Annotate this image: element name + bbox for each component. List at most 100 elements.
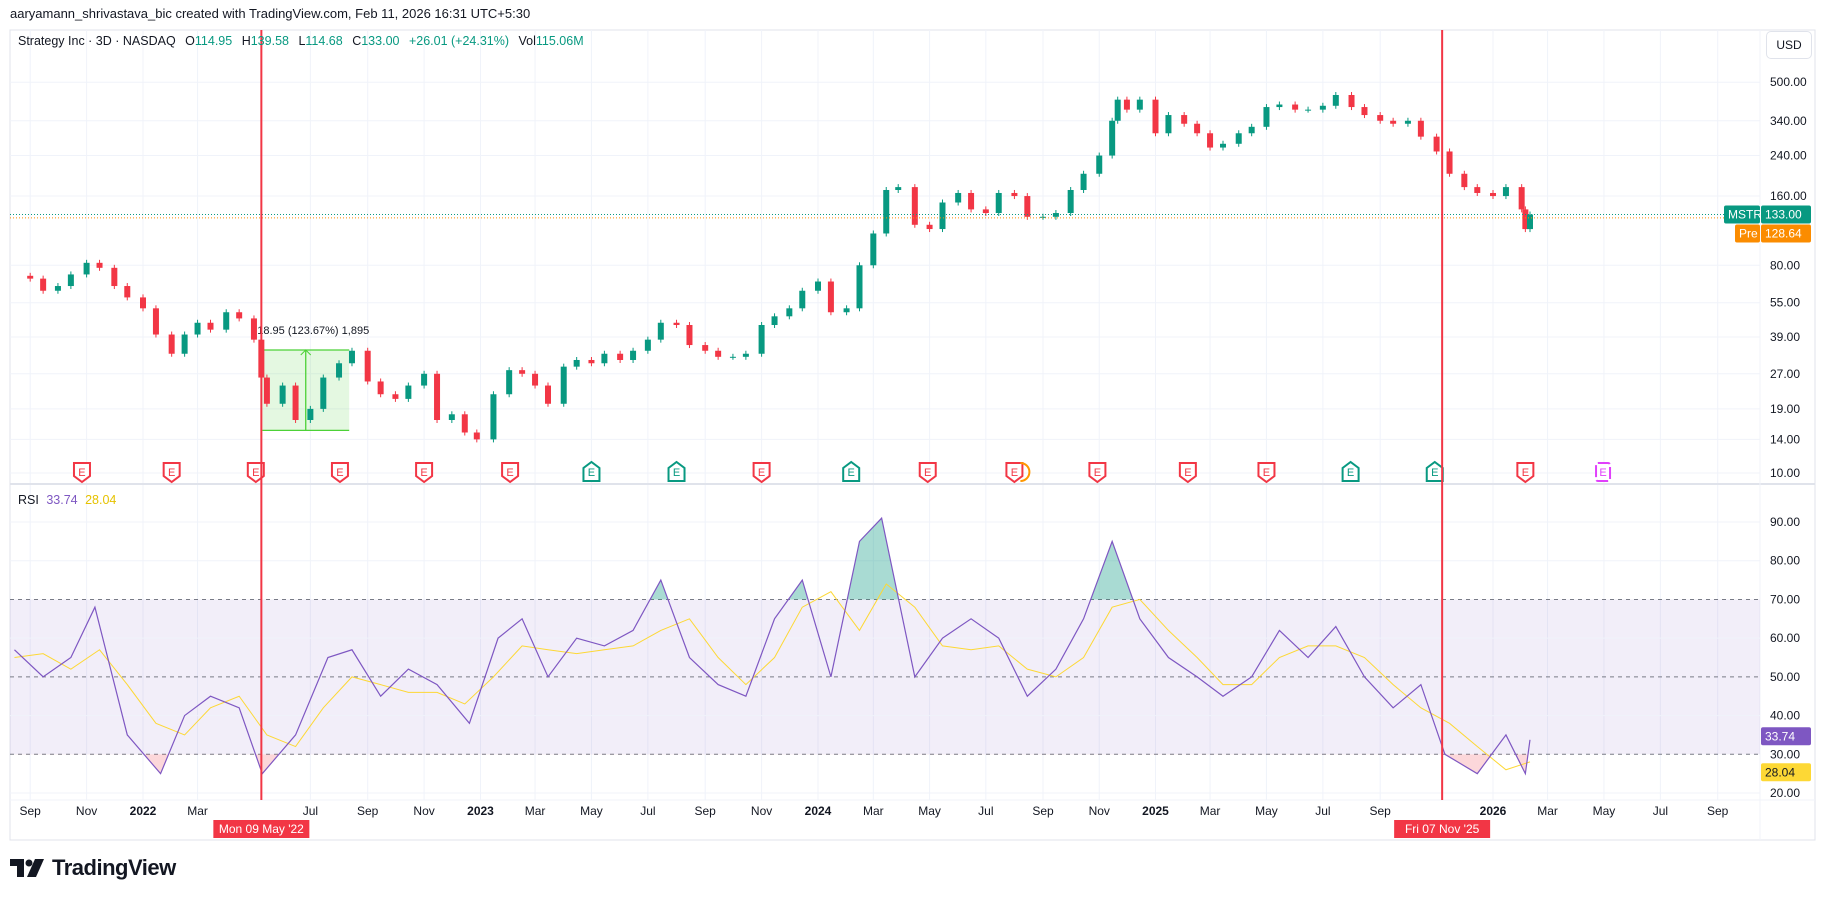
candle <box>1377 115 1384 121</box>
price-tick-label: 160.00 <box>1770 189 1807 203</box>
candle <box>124 286 131 298</box>
candle <box>799 290 806 309</box>
earnings-miss-icon <box>1516 462 1535 484</box>
candle <box>67 274 74 287</box>
chart-credit: aaryamann_shrivastava_bic created with T… <box>10 6 531 21</box>
earnings-marker[interactable]: E <box>330 462 349 484</box>
earnings-marker[interactable]: E <box>1257 462 1276 484</box>
candle <box>421 373 428 386</box>
candle <box>911 187 918 225</box>
candle <box>1417 120 1424 137</box>
earnings-letter: E <box>1263 467 1270 479</box>
candle <box>96 262 103 268</box>
rsi-label: RSI <box>18 493 39 507</box>
earnings-marker[interactable]: E <box>162 462 181 484</box>
earnings-letter: E <box>252 467 259 479</box>
time-tick-label: Sep <box>1032 804 1054 818</box>
earnings-miss-icon <box>1005 462 1024 484</box>
candle <box>1361 107 1368 116</box>
earnings-marker[interactable]: E <box>1178 462 1197 484</box>
candle <box>236 312 243 319</box>
candle <box>448 414 455 420</box>
candle <box>490 394 497 440</box>
earnings-miss-icon <box>72 462 91 484</box>
candle <box>771 316 778 326</box>
rsi-tick-label: 90.00 <box>1770 515 1800 529</box>
earnings-marker[interactable]: E <box>842 460 861 482</box>
earnings-beat-icon <box>582 460 601 482</box>
rsi-tick-label: 40.00 <box>1770 709 1800 723</box>
price-tick-label: 14.00 <box>1770 432 1800 446</box>
earnings-marker[interactable]: E <box>667 460 686 482</box>
earnings-letter: E <box>336 467 343 479</box>
earnings-marker[interactable]: E <box>582 460 601 482</box>
rsi-legend[interactable]: RSI 33.74 28.04 <box>18 493 116 507</box>
earnings-upcoming-icon <box>1595 462 1612 482</box>
time-tick-label: Mar <box>525 804 546 818</box>
candle <box>560 366 567 404</box>
low-label: L <box>298 34 306 48</box>
price-tick-label: 340.00 <box>1770 114 1807 128</box>
candle <box>815 281 821 291</box>
earnings-marker[interactable]: E <box>1595 462 1612 482</box>
logo-text: TradingView <box>52 855 176 880</box>
candle <box>1123 99 1130 110</box>
currency-button[interactable]: USD <box>1766 31 1812 59</box>
rsi-tick-label: 20.00 <box>1770 786 1800 800</box>
rsi-oversold-fill <box>14 754 1530 774</box>
earnings-miss-icon <box>752 462 771 484</box>
earnings-marker[interactable]: E <box>1516 462 1535 484</box>
earnings-marker[interactable]: E <box>1425 460 1444 482</box>
earnings-miss-icon <box>918 462 937 484</box>
candle <box>54 286 61 291</box>
candle <box>1404 120 1411 124</box>
candle <box>1235 133 1242 144</box>
time-tick-label: Sep <box>20 804 42 818</box>
candle <box>506 370 513 395</box>
candle <box>405 385 412 399</box>
candle <box>1067 189 1074 214</box>
candle <box>181 334 188 354</box>
candle <box>207 322 214 330</box>
price-tick-label: 500.00 <box>1770 75 1807 89</box>
candle <box>307 408 314 420</box>
earnings-marker[interactable]: E <box>1088 462 1107 484</box>
earnings-marker[interactable]: E <box>1341 460 1360 482</box>
date-marker-bg <box>1394 820 1491 838</box>
close-value: 133.00 <box>361 34 400 48</box>
earnings-marker[interactable]: E <box>72 462 91 484</box>
candle <box>40 278 47 291</box>
candle <box>742 353 749 357</box>
rsi-line <box>14 516 1531 776</box>
earnings-marker[interactable]: E <box>918 462 937 484</box>
pre-price-tag-bg <box>1761 224 1811 243</box>
earnings-letter: E <box>78 467 85 479</box>
candle <box>573 359 580 367</box>
candle <box>292 385 299 420</box>
rsi-tick-label: 80.00 <box>1770 554 1800 568</box>
symbol-legend: Strategy Inc · 3D · NASDAQ O114.95 H139.… <box>18 34 590 48</box>
earnings-marker[interactable]: E <box>501 462 520 484</box>
earnings-marker[interactable]: E <box>752 462 771 484</box>
candle <box>1109 120 1116 156</box>
split-icon <box>1020 462 1031 482</box>
price-tick-label: 39.00 <box>1770 330 1800 344</box>
candle <box>473 432 480 440</box>
earnings-miss-icon <box>1088 462 1107 484</box>
rsi-value-tag-bg <box>1761 727 1811 746</box>
symbol-title[interactable]: Strategy Inc · 3D · NASDAQ <box>18 34 176 48</box>
tradingview-logo-icon <box>10 859 44 877</box>
candle <box>955 192 962 203</box>
candle <box>1181 115 1188 124</box>
rsi-ma-line <box>14 583 1531 771</box>
earnings-marker[interactable]: E <box>1005 462 1024 484</box>
candle <box>601 353 608 364</box>
candle <box>758 325 765 354</box>
candle <box>1024 196 1031 217</box>
candle <box>1114 99 1121 121</box>
time-tick-label: Mar <box>1200 804 1221 818</box>
earnings-letter: E <box>588 467 595 479</box>
candle <box>856 265 863 309</box>
earnings-marker[interactable]: E <box>415 462 434 484</box>
